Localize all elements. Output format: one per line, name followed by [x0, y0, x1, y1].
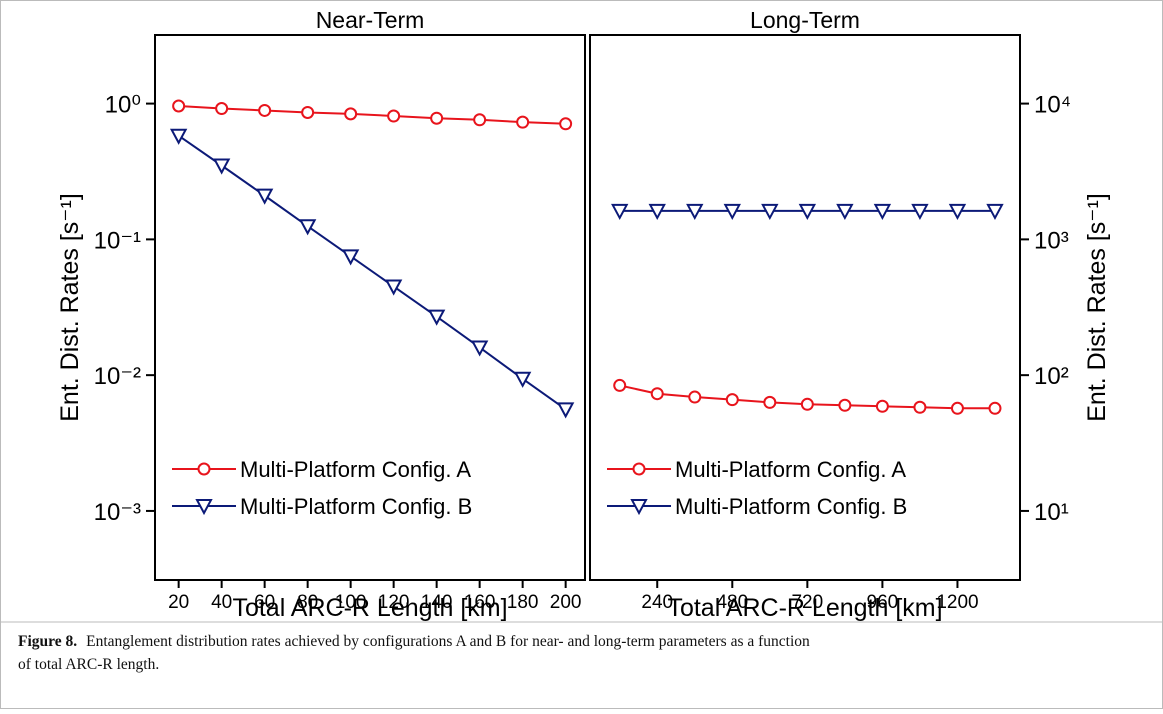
marker — [172, 99, 186, 113]
marker — [473, 113, 487, 127]
y-tick-label: 10⁻³ — [94, 499, 141, 526]
x-axis-label: Total ARC-R Length [km] — [232, 594, 507, 622]
marker — [258, 103, 272, 117]
marker — [516, 115, 530, 129]
y-tick-label: 10⁴ — [1034, 92, 1071, 119]
y-axis-label: Ent. Dist. Rates [s⁻¹] — [56, 193, 84, 422]
legend-marker — [197, 462, 211, 476]
y-tick-label: 10¹ — [1034, 499, 1069, 526]
marker — [948, 203, 967, 221]
marker — [986, 203, 1004, 221]
marker — [215, 102, 229, 116]
y-tick-label: 10⁰ — [105, 92, 141, 119]
marker — [169, 128, 188, 145]
marker — [838, 398, 852, 412]
marker — [836, 203, 854, 221]
marker — [430, 111, 444, 125]
x-tick-label: 200 — [550, 592, 582, 613]
x-tick-label: 40 — [211, 592, 232, 613]
y-tick-label: 10² — [1034, 363, 1069, 390]
y-tick-label: 10³ — [1034, 227, 1069, 254]
panel-title: Near-Term — [316, 7, 425, 33]
marker — [387, 109, 401, 123]
marker — [875, 399, 889, 413]
x-tick-label: 60 — [254, 592, 275, 613]
marker — [301, 105, 315, 119]
marker — [913, 400, 927, 414]
legend-marker — [632, 462, 646, 476]
marker — [470, 340, 489, 357]
caption-line: of total ARC-R length. — [18, 656, 159, 673]
plot-frame — [589, 34, 1021, 581]
x-tick-label: 160 — [464, 592, 496, 613]
marker — [650, 387, 664, 401]
series-line — [178, 134, 567, 411]
marker — [688, 390, 702, 404]
caption-line: Entanglement distribution rates achieved… — [86, 633, 810, 650]
marker — [800, 397, 814, 411]
marker — [873, 203, 892, 221]
marker — [298, 219, 317, 236]
marker — [559, 117, 573, 131]
marker — [723, 203, 741, 221]
x-tick-label: 960 — [867, 592, 899, 613]
x-tick-label: 20 — [168, 592, 189, 613]
marker — [911, 203, 929, 221]
marker — [384, 279, 403, 296]
marker — [988, 401, 1002, 415]
marker — [725, 393, 739, 407]
x-tick-label: 240 — [641, 592, 673, 613]
legend-label: Multi-Platform Config. B — [240, 494, 472, 519]
x-tick-label: 100 — [335, 592, 367, 613]
legend-label: Multi-Platform Config. A — [240, 457, 471, 482]
marker — [686, 203, 704, 221]
x-tick-label: 720 — [791, 592, 823, 613]
marker — [611, 203, 629, 221]
marker — [648, 203, 666, 221]
y-axis-label: Ent. Dist. Rates [s⁻¹] — [1083, 193, 1111, 422]
x-tick-label: 480 — [716, 592, 748, 613]
marker — [513, 371, 532, 388]
x-tick-label: 80 — [297, 592, 318, 613]
marker — [427, 309, 446, 326]
x-tick-label: 140 — [421, 592, 453, 613]
marker — [798, 203, 817, 221]
marker — [761, 203, 779, 221]
marker — [556, 402, 575, 419]
legend-label: Multi-Platform Config. B — [675, 494, 907, 519]
marker — [613, 378, 627, 392]
x-tick-label: 120 — [378, 592, 410, 613]
marker — [212, 158, 231, 175]
legend-label: Multi-Platform Config. A — [675, 457, 906, 482]
plot-frame — [154, 34, 586, 581]
y-tick-label: 10⁻¹ — [94, 227, 141, 254]
x-axis-label: Total ARC-R Length [km] — [667, 594, 942, 622]
y-tick-label: 10⁻² — [94, 363, 141, 390]
marker — [763, 395, 777, 409]
series-line — [178, 104, 566, 125]
marker — [255, 188, 274, 205]
legend-marker — [195, 499, 213, 516]
x-tick-label: 180 — [507, 592, 539, 613]
marker — [344, 107, 358, 121]
marker — [341, 249, 360, 266]
legend-marker — [630, 499, 648, 516]
marker — [950, 401, 964, 415]
caption-label: Figure 8. — [18, 633, 77, 650]
x-tick-label: 1200 — [936, 592, 978, 613]
panel-title: Long-Term — [750, 7, 860, 33]
caption-text: Figure 8. Entanglement distribution rates… — [18, 633, 810, 650]
